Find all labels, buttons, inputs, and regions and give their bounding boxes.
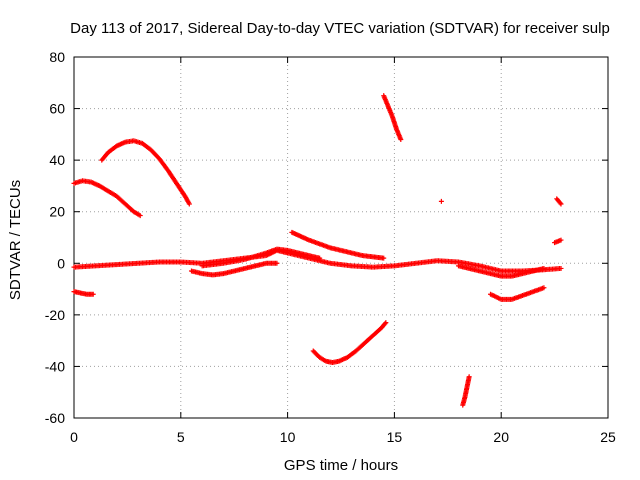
x-tick-label: 10 bbox=[280, 429, 296, 445]
series-trace-j bbox=[438, 198, 444, 204]
y-tick-label: -40 bbox=[45, 358, 65, 374]
series-trace-m bbox=[488, 285, 547, 302]
x-tick-label: 0 bbox=[70, 429, 78, 445]
data-point bbox=[274, 260, 280, 266]
series-trace-a bbox=[71, 178, 143, 219]
y-tick-label: 20 bbox=[49, 204, 65, 220]
data-point bbox=[466, 374, 472, 380]
series-trace-i bbox=[310, 320, 389, 366]
y-tick-label: 40 bbox=[49, 152, 65, 168]
data-point bbox=[558, 265, 564, 271]
series-trace-l bbox=[455, 263, 547, 279]
x-tick-label: 5 bbox=[177, 429, 185, 445]
data-point bbox=[541, 285, 547, 291]
chart-title: Day 113 of 2017, Sidereal Day-to-day VTE… bbox=[70, 20, 610, 37]
data-point bbox=[383, 320, 389, 326]
data-point bbox=[541, 265, 547, 271]
data-point bbox=[317, 255, 323, 261]
x-tick-labels: 0 5 10 15 20 25 bbox=[70, 429, 616, 445]
data-point bbox=[558, 237, 564, 243]
series-trace-b bbox=[99, 138, 192, 207]
y-tick-label: 80 bbox=[49, 49, 65, 65]
series-trace-e bbox=[188, 260, 280, 278]
series-trace-n bbox=[552, 237, 564, 246]
y-tick-label: 60 bbox=[49, 101, 65, 117]
x-tick-label: 20 bbox=[493, 429, 509, 445]
series-trace-k bbox=[460, 374, 472, 408]
data-point bbox=[381, 255, 387, 261]
x-tick-label: 15 bbox=[387, 429, 403, 445]
data-marks bbox=[71, 93, 564, 408]
series-trace-o bbox=[554, 196, 564, 207]
data-point bbox=[398, 137, 404, 143]
series-trace-g bbox=[289, 229, 387, 261]
y-tick-label: 0 bbox=[57, 255, 65, 271]
data-point bbox=[137, 213, 143, 219]
data-point bbox=[382, 321, 388, 327]
series-trace-h bbox=[381, 93, 404, 143]
y-tick-label: -60 bbox=[45, 410, 65, 426]
data-point bbox=[186, 201, 192, 207]
series-trace-f bbox=[199, 246, 323, 269]
axis-ticks bbox=[73, 56, 609, 419]
data-point bbox=[558, 201, 564, 207]
x-axis-label: GPS time / hours bbox=[284, 457, 398, 474]
y-tick-labels: -60 -40 -20 0 20 40 60 80 bbox=[45, 49, 65, 426]
data-point bbox=[90, 291, 96, 297]
data-point bbox=[438, 198, 444, 204]
y-tick-label: -20 bbox=[45, 307, 65, 323]
y-axis-label: SDTVAR / TECUs bbox=[7, 180, 24, 300]
x-tick-label: 25 bbox=[600, 429, 616, 445]
data-point bbox=[557, 200, 563, 206]
plot-frame bbox=[73, 56, 609, 419]
series-trace-c bbox=[71, 289, 96, 297]
